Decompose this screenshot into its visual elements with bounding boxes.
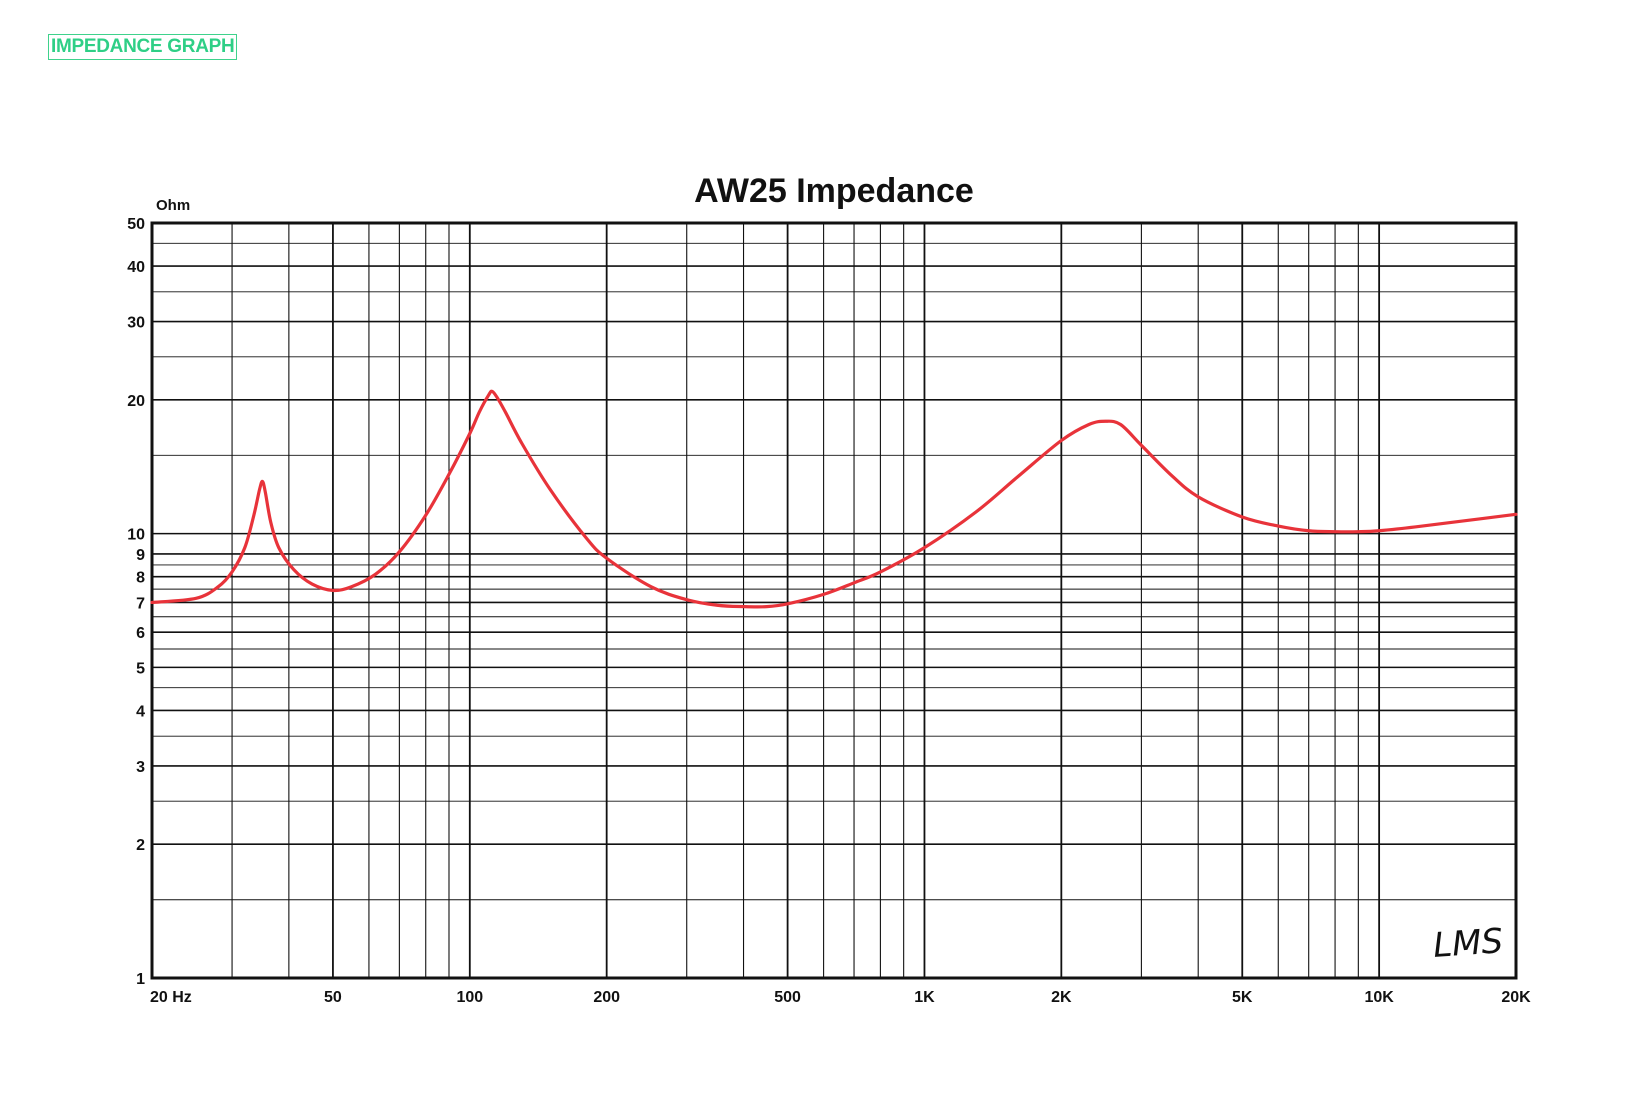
x-tick-label: 500 bbox=[774, 989, 801, 1006]
x-tick-label: 10K bbox=[1364, 989, 1394, 1006]
y-tick-label: 40 bbox=[127, 259, 145, 276]
y-tick-label: 1 bbox=[136, 971, 145, 988]
y-tick-label: 30 bbox=[127, 315, 145, 332]
grid-major-lines bbox=[151, 222, 1517, 979]
y-tick-label: 6 bbox=[136, 625, 145, 642]
lms-logo: LMS bbox=[1432, 921, 1504, 966]
y-tick-label: 8 bbox=[136, 570, 145, 587]
y-tick-label: 10 bbox=[127, 527, 145, 544]
y-tick-label: 3 bbox=[136, 759, 145, 776]
x-tick-label: 20 Hz bbox=[150, 989, 192, 1006]
x-tick-label: 5K bbox=[1232, 989, 1253, 1006]
x-axis-tick-labels: 20 Hz 50 100 200 500 1K 2K 5K 10K 20K bbox=[150, 989, 1531, 1006]
x-tick-label: 50 bbox=[324, 989, 342, 1006]
y-axis-unit-label: Ohm bbox=[156, 197, 190, 214]
y-tick-label: 4 bbox=[136, 703, 145, 720]
y-tick-label: 7 bbox=[136, 595, 145, 612]
y-tick-label: 5 bbox=[136, 660, 145, 677]
y-axis-tick-labels: 1 2 3 4 5 6 7 8 9 10 20 30 40 50 bbox=[127, 216, 145, 988]
x-tick-label: 20K bbox=[1501, 989, 1531, 1006]
x-tick-label: 200 bbox=[593, 989, 620, 1006]
plot-frame bbox=[150, 221, 1518, 980]
y-tick-label: 9 bbox=[136, 547, 145, 564]
x-tick-label: 1K bbox=[914, 989, 935, 1006]
y-tick-label: 2 bbox=[136, 837, 145, 854]
lms-logo-text: LMS bbox=[1432, 921, 1504, 966]
impedance-curve bbox=[150, 389, 1518, 609]
page-label: IMPEDANCE GRAPH bbox=[48, 34, 238, 60]
y-tick-label: 20 bbox=[127, 393, 145, 410]
y-tick-label: 50 bbox=[127, 216, 145, 233]
grid-minor-lines bbox=[152, 223, 1516, 978]
chart-title: AW25 Impedance bbox=[694, 172, 974, 210]
x-tick-label: 2K bbox=[1051, 989, 1072, 1006]
x-tick-label: 100 bbox=[456, 989, 483, 1006]
